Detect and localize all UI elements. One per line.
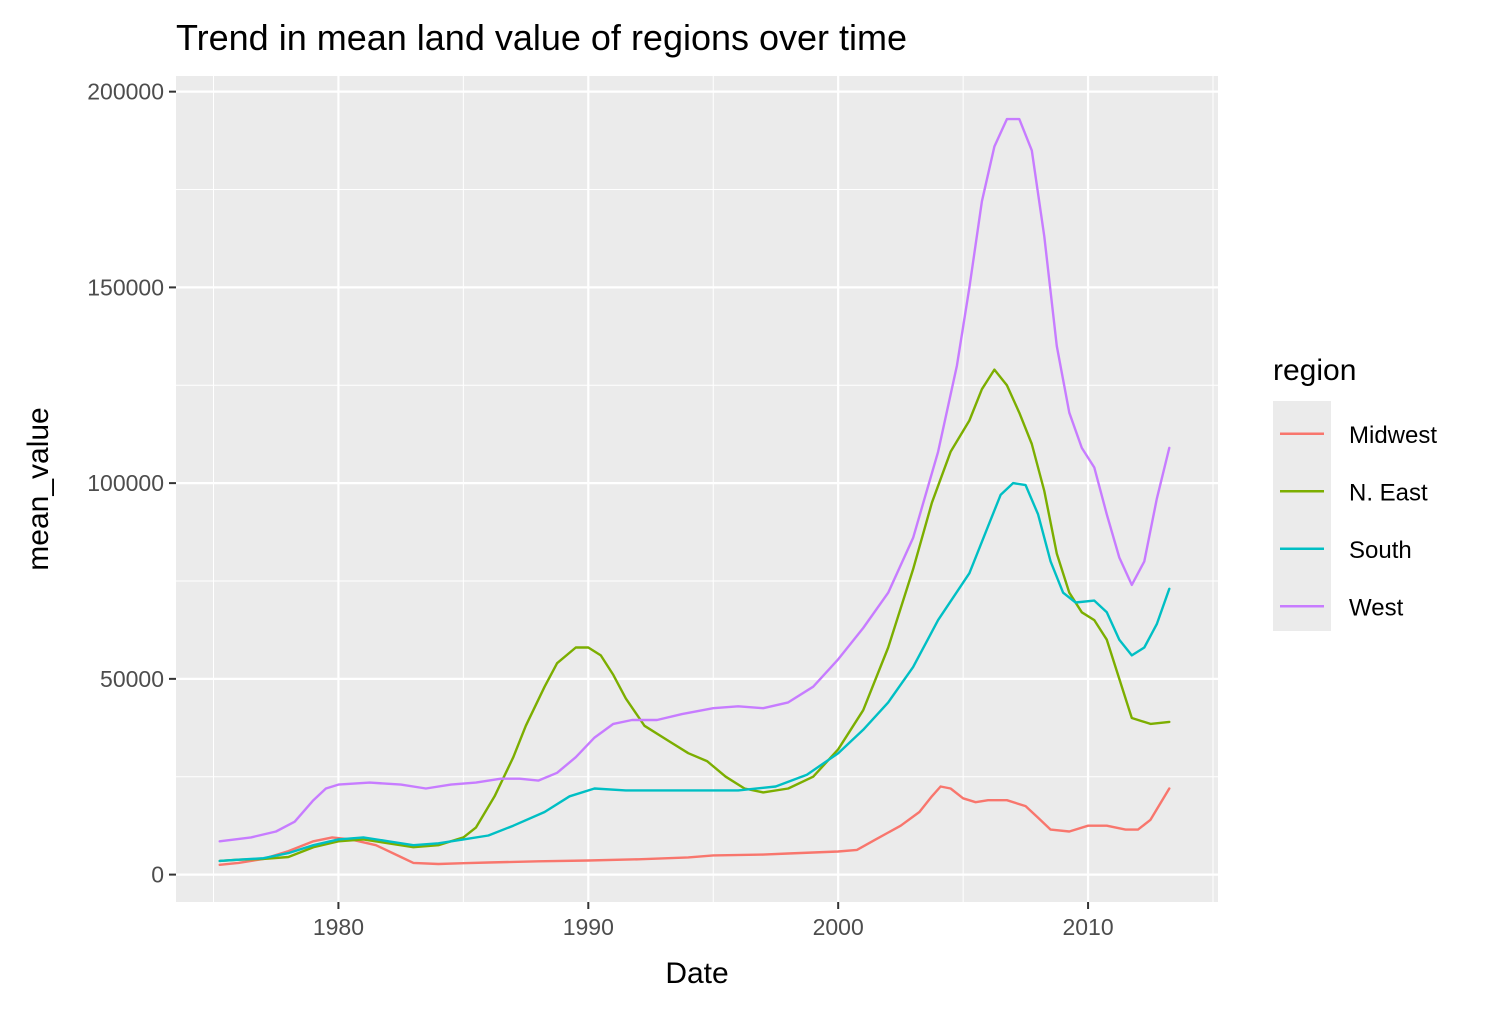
legend-label: Midwest bbox=[1349, 422, 1437, 449]
y-tick-label: 200000 bbox=[87, 79, 164, 105]
y-tick-label: 150000 bbox=[87, 274, 164, 300]
x-tick-label: 2010 bbox=[1062, 914, 1113, 940]
x-axis-title: Date bbox=[665, 957, 728, 990]
y-axis: 0 50000 100000 150000 200000 bbox=[87, 79, 176, 888]
series-layer bbox=[218, 117, 1171, 866]
chart-title: Trend in mean land value of regions over… bbox=[176, 17, 907, 58]
x-tick-label: 1990 bbox=[563, 914, 614, 940]
legend-label: N. East bbox=[1349, 479, 1428, 506]
x-axis: 1980 1990 2000 2010 bbox=[313, 902, 1114, 940]
plot-panel bbox=[176, 76, 1218, 902]
legend-label: West bbox=[1349, 594, 1404, 621]
x-tick-label: 1980 bbox=[313, 914, 364, 940]
y-tick-label: 0 bbox=[151, 862, 164, 888]
legend-title: region bbox=[1273, 354, 1356, 387]
x-tick-label: 2000 bbox=[813, 914, 864, 940]
y-tick-label: 100000 bbox=[87, 470, 164, 496]
y-axis-title: mean_value bbox=[22, 407, 55, 570]
legend-label: South bbox=[1349, 537, 1412, 564]
grid-major bbox=[176, 76, 1218, 902]
legend-key-background bbox=[1273, 401, 1331, 631]
grid-minor bbox=[176, 76, 1218, 902]
legend: region Midwest N. East South West bbox=[1273, 354, 1437, 631]
y-tick-label: 50000 bbox=[100, 666, 164, 692]
series-line-west bbox=[218, 117, 1171, 843]
series-line-midwest bbox=[218, 785, 1171, 866]
series-line-n-east bbox=[218, 368, 1171, 863]
series-line-south bbox=[218, 481, 1171, 863]
legend-items: Midwest N. East South West bbox=[1280, 422, 1437, 621]
